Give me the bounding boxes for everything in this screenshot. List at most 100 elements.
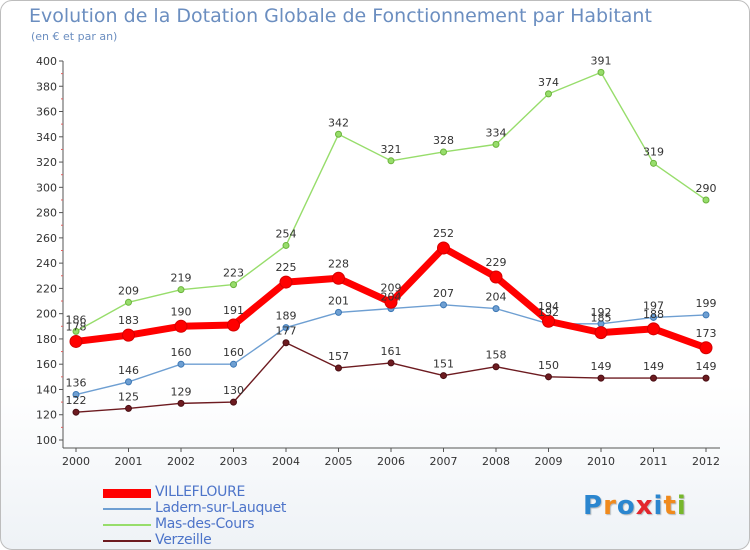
data-label: 391 [591, 54, 612, 67]
data-label: 151 [433, 358, 454, 371]
data-point [647, 322, 660, 336]
data-point [702, 374, 710, 382]
data-label: 334 [486, 126, 507, 139]
data-point [699, 341, 713, 355]
data-label: 290 [696, 182, 717, 195]
data-label: 146 [118, 364, 139, 377]
x-tick-label: 2006 [377, 455, 405, 468]
data-point [650, 313, 657, 321]
data-label: 190 [171, 305, 192, 318]
data-label: 160 [223, 346, 244, 359]
data-point [72, 408, 80, 416]
y-tick-label: 120 [36, 409, 57, 422]
data-label: 194 [538, 300, 559, 313]
data-label: 183 [118, 314, 139, 327]
data-label: 192 [538, 306, 559, 319]
data-point [177, 286, 185, 294]
data-label: 342 [328, 116, 349, 129]
y-tick-label: 380 [36, 80, 57, 93]
data-label: 319 [643, 145, 664, 158]
data-point [594, 326, 608, 340]
data-label: 177 [276, 325, 297, 338]
legend-swatch [103, 524, 151, 526]
x-tick-label: 2007 [430, 455, 458, 468]
y-tick-label: 180 [36, 333, 57, 346]
data-label: 209 [118, 284, 139, 297]
y-tick-label: 320 [36, 156, 57, 169]
data-point [282, 339, 290, 347]
y-tick-label: 360 [36, 106, 57, 119]
y-tick-label: 340 [36, 131, 57, 144]
data-point [72, 327, 80, 335]
data-point [125, 404, 132, 412]
data-label: 188 [643, 308, 664, 321]
data-label: 125 [118, 390, 139, 403]
chart-subtitle: (en € et par an) [31, 30, 118, 43]
data-point [230, 360, 237, 368]
data-point [489, 270, 503, 284]
y-tick-label: 100 [36, 434, 57, 447]
data-label: 207 [433, 287, 454, 300]
data-point [650, 374, 657, 382]
data-label: 136 [66, 377, 87, 390]
data-point [177, 399, 185, 407]
x-tick-label: 2004 [272, 455, 300, 468]
data-label: 201 [328, 294, 349, 307]
x-tick-label: 2009 [535, 455, 563, 468]
data-label: 189 [276, 310, 297, 323]
data-label: 150 [538, 359, 559, 372]
x-tick-label: 2001 [115, 455, 143, 468]
data-label: 197 [643, 299, 664, 312]
data-point [542, 314, 555, 328]
logo-letter: P [583, 491, 604, 521]
logo-letter: o [616, 491, 636, 521]
data-label: 160 [171, 346, 192, 359]
data-point [174, 319, 188, 333]
legend-label: Verzeille [155, 532, 212, 548]
y-tick-label: 300 [36, 181, 57, 194]
data-label: 149 [591, 360, 612, 373]
data-point [545, 90, 552, 98]
data-point [440, 301, 447, 309]
data-point [702, 311, 710, 319]
legend-label: Ladern-sur-Lauquet [155, 500, 287, 516]
data-point [597, 374, 605, 382]
data-label: 149 [696, 360, 717, 373]
data-label: 122 [66, 394, 87, 407]
data-point [492, 363, 500, 371]
x-tick-label: 2011 [640, 455, 668, 468]
y-tick-label: 240 [36, 257, 57, 270]
data-point [125, 298, 132, 306]
legend-swatch [103, 508, 151, 510]
logo-letter: x [635, 491, 654, 521]
data-label: 328 [433, 134, 454, 147]
x-tick-label: 2003 [220, 455, 248, 468]
data-label: 185 [591, 312, 612, 325]
data-label: 225 [276, 261, 297, 274]
data-label: 129 [171, 385, 192, 398]
y-tick-label: 220 [36, 282, 57, 295]
data-label: 374 [538, 76, 559, 89]
data-label: 228 [328, 257, 349, 270]
data-point [335, 130, 342, 138]
data-point [282, 241, 290, 249]
data-point [335, 364, 342, 372]
x-tick-label: 2005 [325, 455, 353, 468]
y-tick-label: 400 [36, 55, 57, 68]
data-label: 252 [433, 227, 454, 240]
logo-letter: r [603, 491, 617, 521]
data-point [387, 157, 395, 165]
data-point [230, 398, 237, 406]
data-point [279, 275, 293, 289]
data-point [69, 334, 83, 348]
data-label: 191 [223, 304, 244, 317]
data-label: 192 [591, 306, 612, 319]
data-label: 199 [696, 297, 717, 310]
data-point [650, 159, 657, 167]
logo-letter: i [653, 491, 664, 521]
data-label: 178 [66, 320, 87, 333]
data-label: 204 [486, 291, 507, 304]
data-point [492, 305, 500, 313]
